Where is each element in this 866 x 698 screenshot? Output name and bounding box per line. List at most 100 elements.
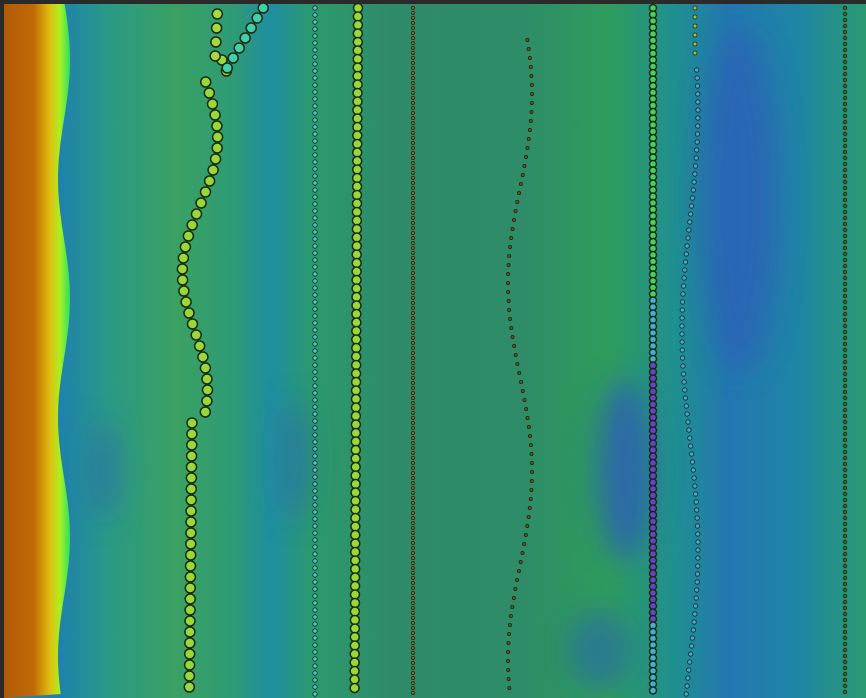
dot [410, 360, 415, 365]
dot [509, 235, 514, 240]
dot [350, 359, 362, 371]
dot [410, 420, 415, 425]
dot [507, 632, 512, 637]
dot [689, 635, 696, 641]
dot [410, 130, 415, 135]
dot [410, 571, 415, 576]
dot [688, 203, 695, 209]
dot [312, 432, 318, 438]
dot [312, 488, 318, 494]
dot [842, 383, 848, 389]
dot [695, 563, 701, 569]
dot [842, 479, 848, 485]
dot [352, 36, 364, 48]
dot [520, 172, 525, 177]
dot [351, 155, 363, 167]
dot [525, 524, 530, 529]
dot [350, 529, 361, 541]
dot [842, 647, 848, 653]
dot [842, 179, 848, 185]
dot [351, 325, 362, 337]
dot [842, 545, 848, 551]
dot [519, 379, 524, 384]
dot [211, 142, 223, 154]
dot [513, 208, 518, 213]
dot [312, 201, 318, 207]
dot [312, 26, 318, 32]
dot [186, 417, 198, 429]
dot [410, 185, 415, 190]
dot [201, 373, 213, 385]
dot [506, 668, 511, 673]
dot [182, 230, 195, 242]
dot [410, 475, 415, 480]
dot [410, 101, 415, 106]
dot [410, 521, 415, 526]
dot [410, 25, 415, 30]
dot [842, 113, 848, 119]
dot [510, 226, 515, 231]
dot [312, 677, 318, 683]
dot [842, 137, 848, 143]
dot [199, 76, 212, 88]
dot [350, 410, 362, 422]
dot [312, 439, 318, 445]
dot [410, 455, 415, 460]
dot [842, 23, 848, 29]
dot [842, 491, 848, 497]
dot [351, 181, 363, 192]
dot [525, 415, 530, 420]
dot [199, 362, 212, 374]
dot [312, 390, 318, 396]
dot [312, 446, 318, 452]
dot [312, 467, 318, 473]
dot [688, 643, 695, 649]
dot [349, 657, 360, 668]
dot [842, 245, 848, 251]
dot [842, 191, 848, 197]
dot [692, 50, 698, 56]
dot [410, 285, 415, 290]
dot [352, 28, 364, 39]
dot [842, 437, 848, 443]
dot [184, 626, 196, 638]
dot [410, 350, 415, 355]
dot [691, 179, 697, 185]
dot [410, 541, 415, 546]
dot [520, 551, 525, 556]
dot [351, 257, 362, 269]
dot [410, 170, 415, 175]
dot [410, 430, 415, 435]
dot [694, 67, 700, 73]
dot [312, 383, 318, 389]
dot [410, 245, 415, 250]
dot [842, 563, 848, 569]
dot [842, 95, 848, 101]
dot [410, 315, 415, 320]
dot [529, 110, 534, 115]
dot [349, 648, 360, 660]
dot [684, 683, 690, 689]
dot [185, 472, 198, 484]
dot [842, 11, 848, 17]
dot [352, 87, 363, 99]
dot [842, 83, 848, 89]
dot [193, 340, 206, 352]
dot [349, 580, 361, 592]
dot [522, 163, 527, 168]
dot [842, 581, 848, 587]
dot [842, 65, 848, 71]
dot [312, 593, 318, 599]
dot [184, 615, 196, 627]
dot [206, 98, 219, 110]
dot [410, 121, 415, 126]
dot [505, 659, 510, 664]
dot [508, 316, 513, 321]
dot [682, 259, 689, 265]
dot [842, 683, 848, 689]
dot [695, 115, 701, 121]
dot [410, 576, 415, 581]
dot [842, 269, 848, 275]
dot [312, 145, 318, 151]
dot [515, 199, 520, 204]
